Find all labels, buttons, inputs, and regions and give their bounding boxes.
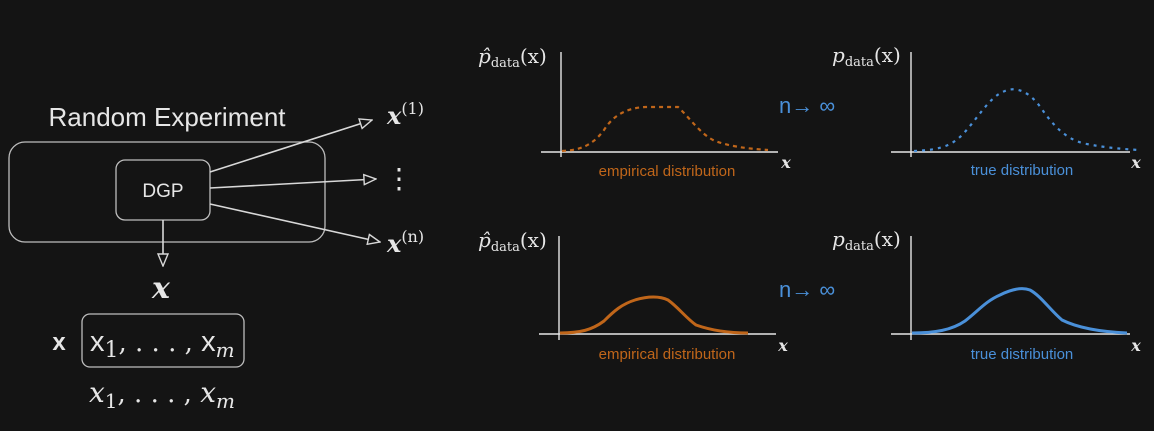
ylabel-bottom-left: p̂data(x)	[478, 228, 547, 255]
vector-box	[81, 313, 245, 368]
panel-top-left: p̂data(x) x empirical distribution	[478, 44, 791, 180]
ylabel-top-left: p̂data(x)	[478, 44, 547, 71]
arrow-to-sample-1	[209, 120, 372, 173]
vertical-ellipsis: ⋮	[385, 162, 413, 195]
panel-top-right: pdata(x) x true distribution	[832, 43, 1141, 179]
limit-annotation-top: n→ ∞	[779, 93, 835, 118]
caption-top-left: empirical distribution	[599, 163, 736, 180]
xlabel-bottom-left: x	[777, 336, 788, 355]
arrow-to-sample-n	[209, 203, 380, 242]
arrow-to-sample-mid	[209, 179, 376, 189]
empirical-curve-solid	[559, 295, 749, 335]
random-vector-x: x	[151, 271, 171, 306]
ylabel-top-right: pdata(x)	[832, 43, 901, 70]
vector-box-text: x1, . . . , xm	[90, 326, 235, 363]
ylabel-bottom-right: pdata(x)	[832, 227, 901, 254]
empirical-curve-dashed	[561, 105, 769, 153]
sample-1-label: x(1)	[386, 99, 424, 130]
panel-bottom-left: p̂data(x) x empirical distribution	[478, 228, 788, 363]
caption-bottom-right: true distribution	[971, 346, 1074, 363]
vector-bold-x: x	[52, 329, 66, 356]
xlabel-top-right: x	[1130, 153, 1141, 172]
caption-top-right: true distribution	[971, 162, 1074, 179]
sample-values-text: x1, . . . , xm	[89, 376, 235, 413]
true-curve-dotted	[913, 88, 1139, 153]
limit-annotation-bottom: n→ ∞	[779, 277, 835, 302]
true-curve-solid	[911, 287, 1128, 335]
dgp-label: DGP	[142, 181, 183, 202]
sample-n-label: x(n)	[386, 227, 424, 258]
random-experiment-box	[8, 141, 326, 243]
random-experiment-title: Random Experiment	[49, 102, 287, 132]
xlabel-bottom-right: x	[1130, 336, 1141, 355]
xlabel-top-left: x	[780, 153, 791, 172]
panel-bottom-right: pdata(x) x true distribution	[832, 227, 1141, 363]
caption-bottom-left: empirical distribution	[599, 346, 736, 363]
